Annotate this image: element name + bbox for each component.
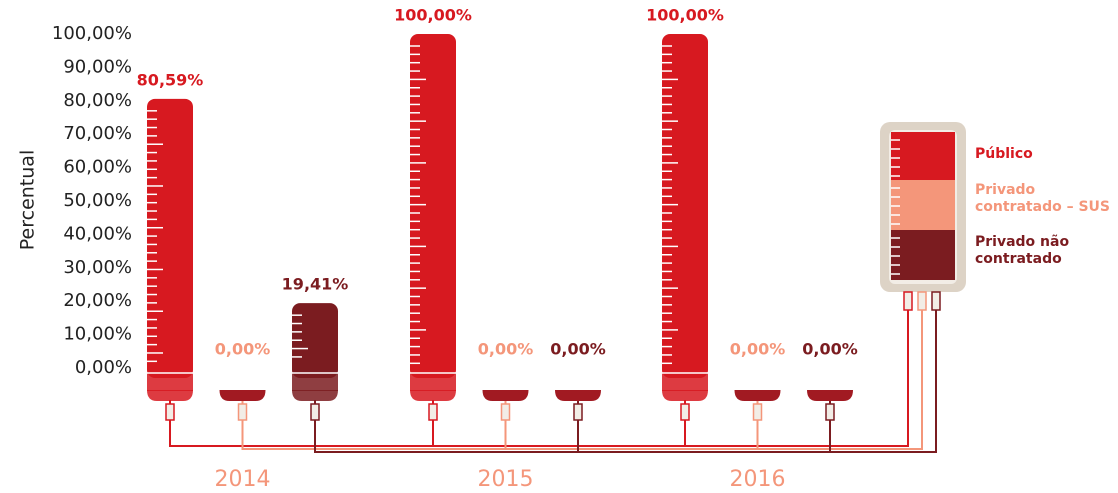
bar-base <box>410 373 456 391</box>
bar <box>662 34 708 378</box>
value-label: 0,00% <box>478 340 534 359</box>
bar-base-cap <box>292 390 338 401</box>
value-label: 0,00% <box>215 340 271 359</box>
bar-base-cap <box>147 390 193 401</box>
bar-base <box>662 373 708 391</box>
legend-swatch <box>891 230 955 280</box>
value-label: 19,41% <box>282 275 349 294</box>
value-label: 100,00% <box>394 6 472 25</box>
tube <box>829 300 937 453</box>
value-label: 0,00% <box>730 340 786 359</box>
y-tick-label: 40,00% <box>63 223 132 244</box>
bar-empty-cup <box>482 390 529 401</box>
y-tick-label: 80,00% <box>63 90 132 111</box>
value-label: 80,59% <box>137 70 204 89</box>
x-tick-label: 2015 <box>478 467 534 492</box>
tube-connector <box>680 403 690 421</box>
x-tick-label: 2014 <box>215 467 271 492</box>
legend-label: Privado contratado – SUS <box>975 182 1110 215</box>
tube-connector <box>825 403 835 421</box>
legend-connector <box>917 291 927 311</box>
tube <box>756 300 923 450</box>
tube <box>241 300 923 450</box>
legend-swatch <box>891 132 955 180</box>
value-label: 0,00% <box>550 340 606 359</box>
bar-base-cap <box>410 390 456 401</box>
y-tick-label: 20,00% <box>63 290 132 311</box>
y-tick-label: 70,00% <box>63 123 132 144</box>
y-tick-label: 60,00% <box>63 157 132 178</box>
tube <box>504 300 923 450</box>
bar <box>147 98 193 378</box>
bar <box>410 34 456 378</box>
bar-base <box>292 373 338 391</box>
bar-empty-cup <box>807 390 853 401</box>
tube-connector <box>500 403 511 421</box>
bar-base-cap <box>662 390 708 401</box>
y-tick-label: 30,00% <box>63 257 132 278</box>
bar-empty-cup <box>555 390 601 401</box>
bar <box>292 303 338 378</box>
legend-label: Público <box>975 146 1033 162</box>
tube-connector <box>752 403 763 421</box>
bar-empty-cup <box>219 390 266 401</box>
bar-base <box>147 373 193 391</box>
value-label: 0,00% <box>802 340 858 359</box>
legend-label: Privado não contratado <box>975 234 1070 267</box>
tube-connector <box>310 403 320 421</box>
tube-connector <box>428 403 438 421</box>
y-tick-label: 100,00% <box>52 23 132 44</box>
value-label: 100,00% <box>646 6 724 25</box>
y-axis-label: Percentual <box>17 150 39 250</box>
tube <box>684 300 909 447</box>
y-tick-label: 50,00% <box>63 190 132 211</box>
tube-connector <box>165 403 175 421</box>
bar-empty-cup <box>734 390 781 401</box>
legend-swatch <box>891 180 955 230</box>
x-tick-label: 2016 <box>730 467 786 492</box>
tube-connector <box>573 403 583 421</box>
tube <box>314 300 937 453</box>
legend-connector <box>903 291 913 311</box>
y-tick-label: 0,00% <box>75 357 132 378</box>
y-tick-label: 90,00% <box>63 56 132 77</box>
y-tick-label: 10,00% <box>63 324 132 345</box>
tube-connector <box>237 403 248 421</box>
legend-connector <box>931 291 941 311</box>
tube <box>169 300 909 447</box>
